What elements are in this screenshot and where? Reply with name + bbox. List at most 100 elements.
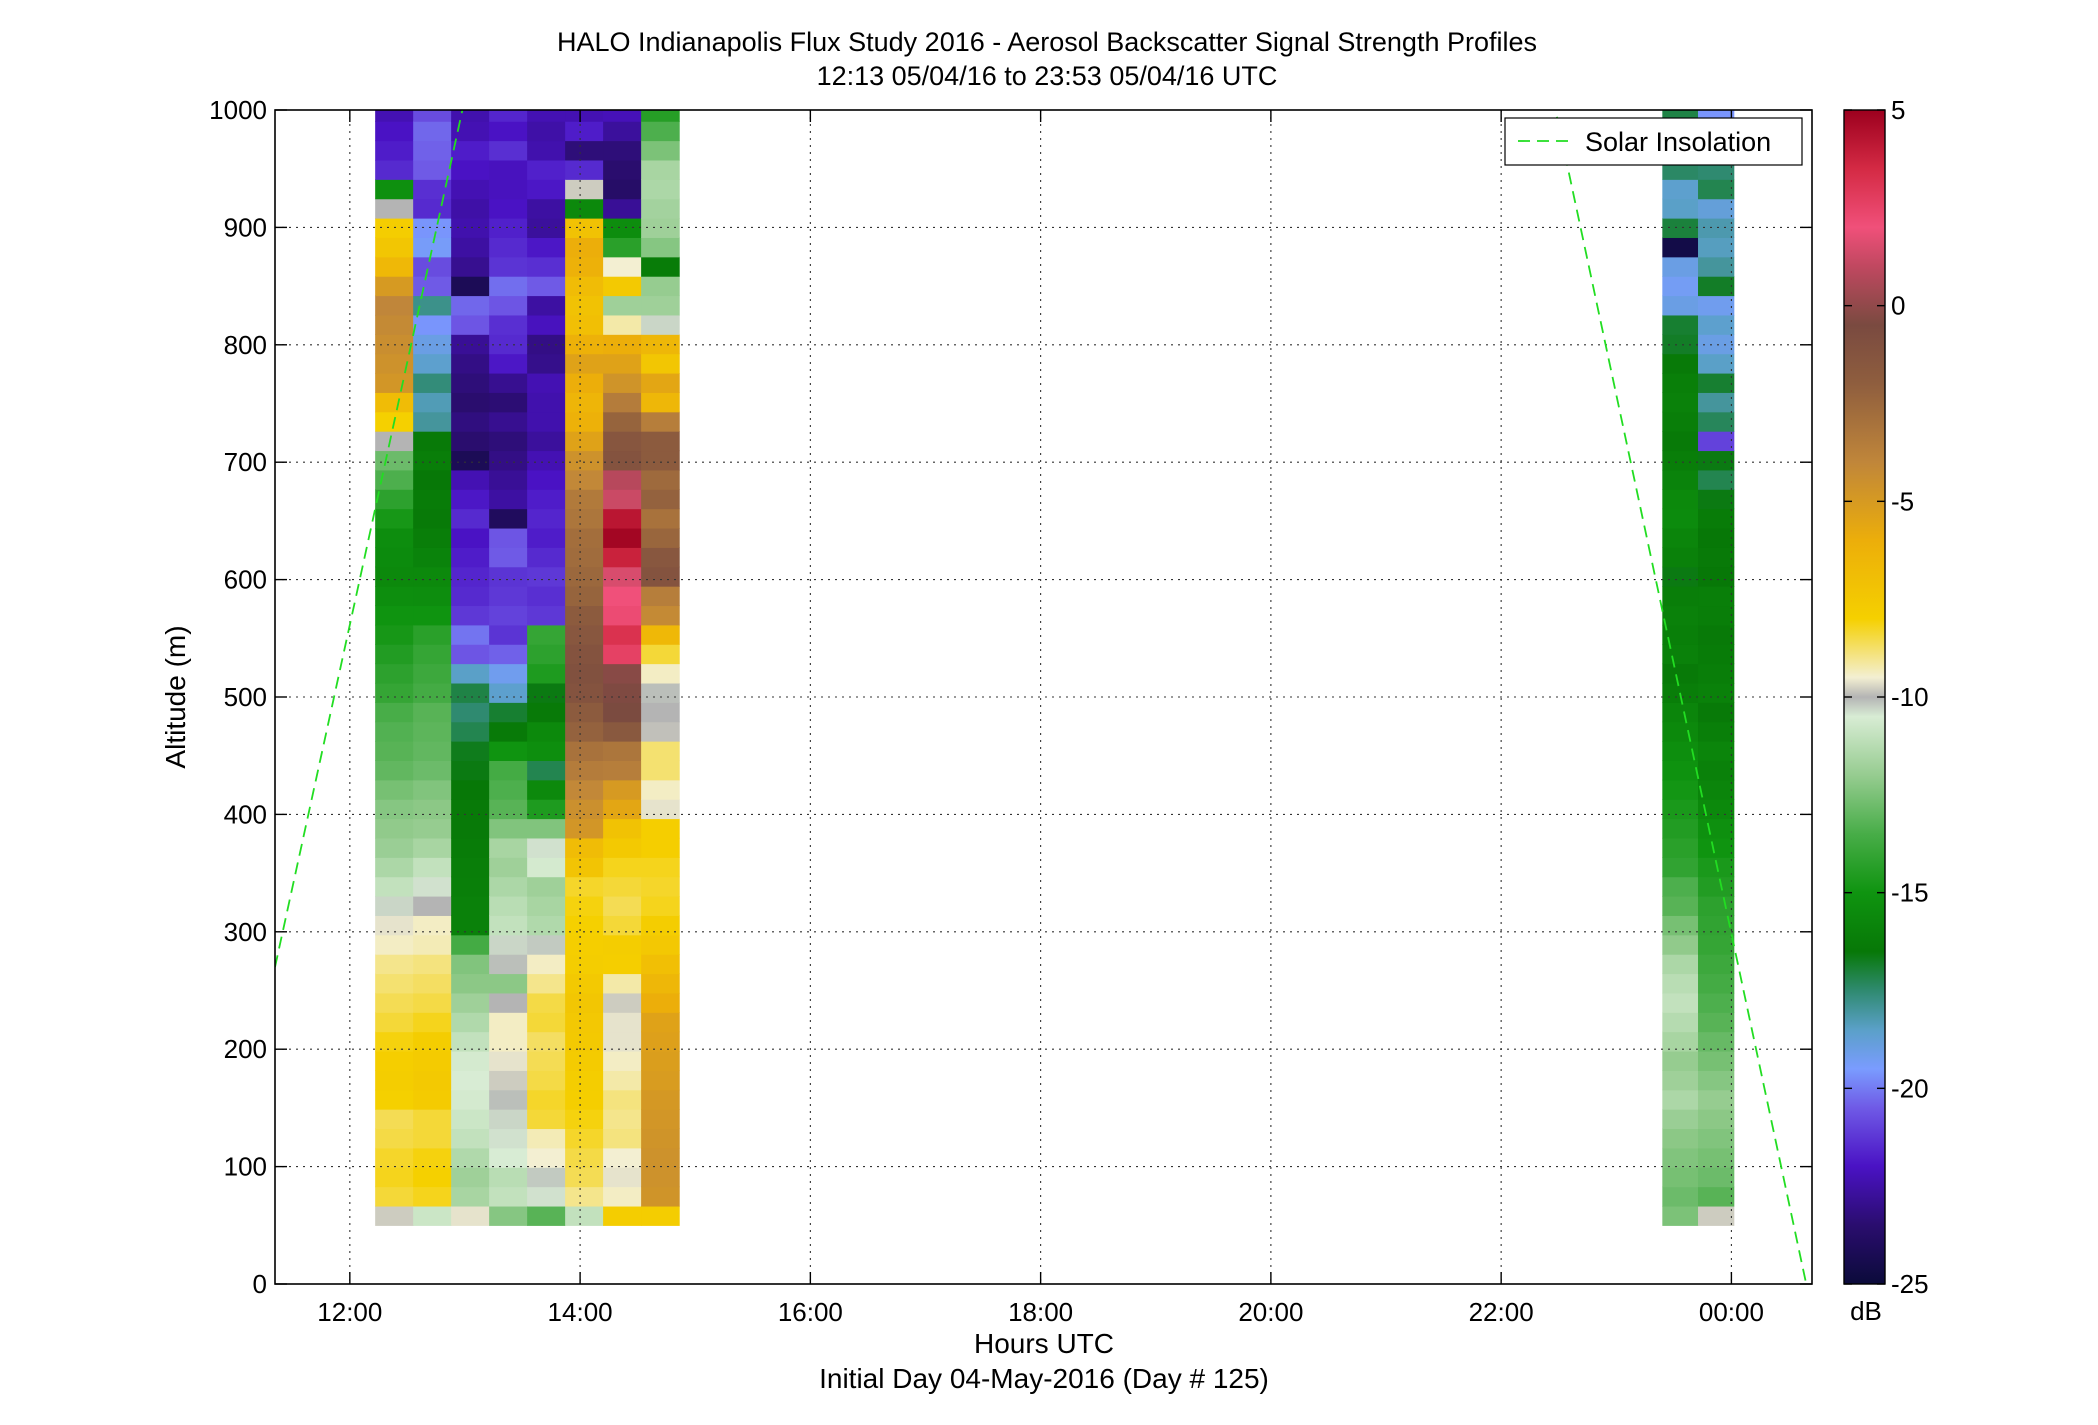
heatmap-cell [413, 760, 452, 781]
heatmap-cell [451, 876, 490, 897]
heatmap-cell [1662, 218, 1699, 238]
heatmap-cell [527, 837, 566, 858]
heatmap-cell [565, 110, 604, 122]
heatmap-cell [413, 682, 452, 703]
y-tick-label: 800 [224, 330, 267, 360]
heatmap-cell [527, 1205, 566, 1226]
heatmap-cell [489, 954, 528, 975]
heatmap-cell [527, 198, 566, 219]
x-axis-ticks: 12:00 14:00 16:00 18:00 20:00 22:00 00:00 [317, 110, 1764, 1327]
heatmap-cell [413, 586, 452, 607]
heatmap-cell [641, 121, 680, 142]
heatmap-cell [489, 256, 528, 277]
heatmap-cell [489, 741, 528, 761]
heatmap-cell [375, 1147, 414, 1168]
heatmap-cell [603, 1012, 642, 1033]
heatmap-cell [451, 431, 490, 452]
heatmap-cell [375, 295, 414, 316]
heatmap-cell [413, 469, 452, 490]
heatmap-cell [603, 179, 642, 200]
heatmap-cell [527, 276, 566, 297]
heatmap-cell [451, 121, 490, 142]
heatmap-cell [375, 469, 414, 490]
heatmap-cell [603, 624, 642, 645]
heatmap-cell [1698, 1167, 1735, 1188]
heatmap-cell [527, 973, 566, 994]
heatmap-cell [603, 159, 642, 180]
heatmap-cell [603, 760, 642, 781]
heatmap-cell [375, 895, 414, 916]
y-tick-label: 100 [224, 1152, 267, 1182]
heatmap-cell [641, 411, 680, 432]
heatmap-cell [603, 353, 642, 374]
heatmap-cell [1662, 702, 1699, 723]
heatmap-cell [375, 992, 414, 1013]
heatmap-cell [451, 198, 490, 219]
heatmap-cell [527, 489, 566, 510]
heatmap-cell [565, 276, 604, 297]
heatmap-cell [641, 876, 680, 897]
heatmap-cell [641, 760, 680, 781]
heatmap-cell [527, 237, 566, 258]
heatmap-cell [413, 954, 452, 975]
heatmap-cell [641, 179, 680, 200]
heatmap-cell [1698, 372, 1735, 393]
heatmap-cell [1662, 392, 1699, 413]
heatmap-cell [565, 527, 604, 548]
heatmap-cell [1698, 256, 1735, 277]
heatmap-cell [527, 411, 566, 432]
heatmap-cell [413, 605, 452, 626]
heatmap-cell [603, 663, 642, 684]
heatmap-cell [375, 1089, 414, 1110]
heatmap-cell [489, 392, 528, 413]
heatmap-cell [451, 702, 490, 723]
heatmap-cell [527, 121, 566, 142]
x-tick-label: 12:00 [317, 1297, 382, 1327]
heatmap-cell [489, 411, 528, 432]
heatmap-cell [413, 256, 452, 277]
heatmap-cell [413, 140, 452, 161]
heatmap-cell [527, 256, 566, 277]
heatmap-cell [565, 1186, 604, 1207]
heatmap-cell [413, 837, 452, 858]
heatmap-cell [603, 1205, 642, 1226]
heatmap-cell [1662, 837, 1699, 858]
heatmap-cell [413, 527, 452, 548]
heatmap-cell [413, 489, 452, 510]
heatmap-cell [1698, 1089, 1735, 1110]
heatmap-cell [375, 431, 414, 452]
heatmap-cell [375, 334, 414, 355]
heatmap-cell [375, 1128, 414, 1149]
heatmap-cell [451, 1012, 490, 1033]
heatmap-cell [603, 799, 642, 820]
heatmap-cell [1662, 179, 1699, 200]
heatmap-cell [1698, 1128, 1735, 1149]
heatmap-cell [489, 450, 528, 471]
heatmap-cell [1662, 741, 1699, 761]
heatmap-cell [641, 1050, 680, 1071]
heatmap-cell [375, 218, 414, 238]
heatmap-cell [565, 218, 604, 238]
heatmap-cell [641, 276, 680, 297]
heatmap-cell [1698, 895, 1735, 916]
heatmap-cell [375, 566, 414, 587]
heatmap-cell [451, 353, 490, 374]
heatmap-cell [603, 334, 642, 355]
heatmap-cell [489, 218, 528, 238]
heatmap-cell [489, 837, 528, 858]
heatmap-cell [1662, 973, 1699, 994]
heatmap-cell [1662, 876, 1699, 897]
heatmap-cell [375, 508, 414, 529]
heatmap-cell [1662, 644, 1699, 665]
heatmap-cell [413, 624, 452, 645]
heatmap-cell [489, 295, 528, 316]
heatmap-cell [489, 1070, 528, 1091]
heatmap-cell [1662, 934, 1699, 955]
heatmap-cell [1662, 1089, 1699, 1110]
heatmap-cell [1698, 644, 1735, 665]
colorbar-tick-label: -25 [1891, 1269, 1929, 1299]
y-tick-label: 500 [224, 682, 267, 712]
heatmap-cell [451, 934, 490, 955]
heatmap-cell [451, 411, 490, 432]
